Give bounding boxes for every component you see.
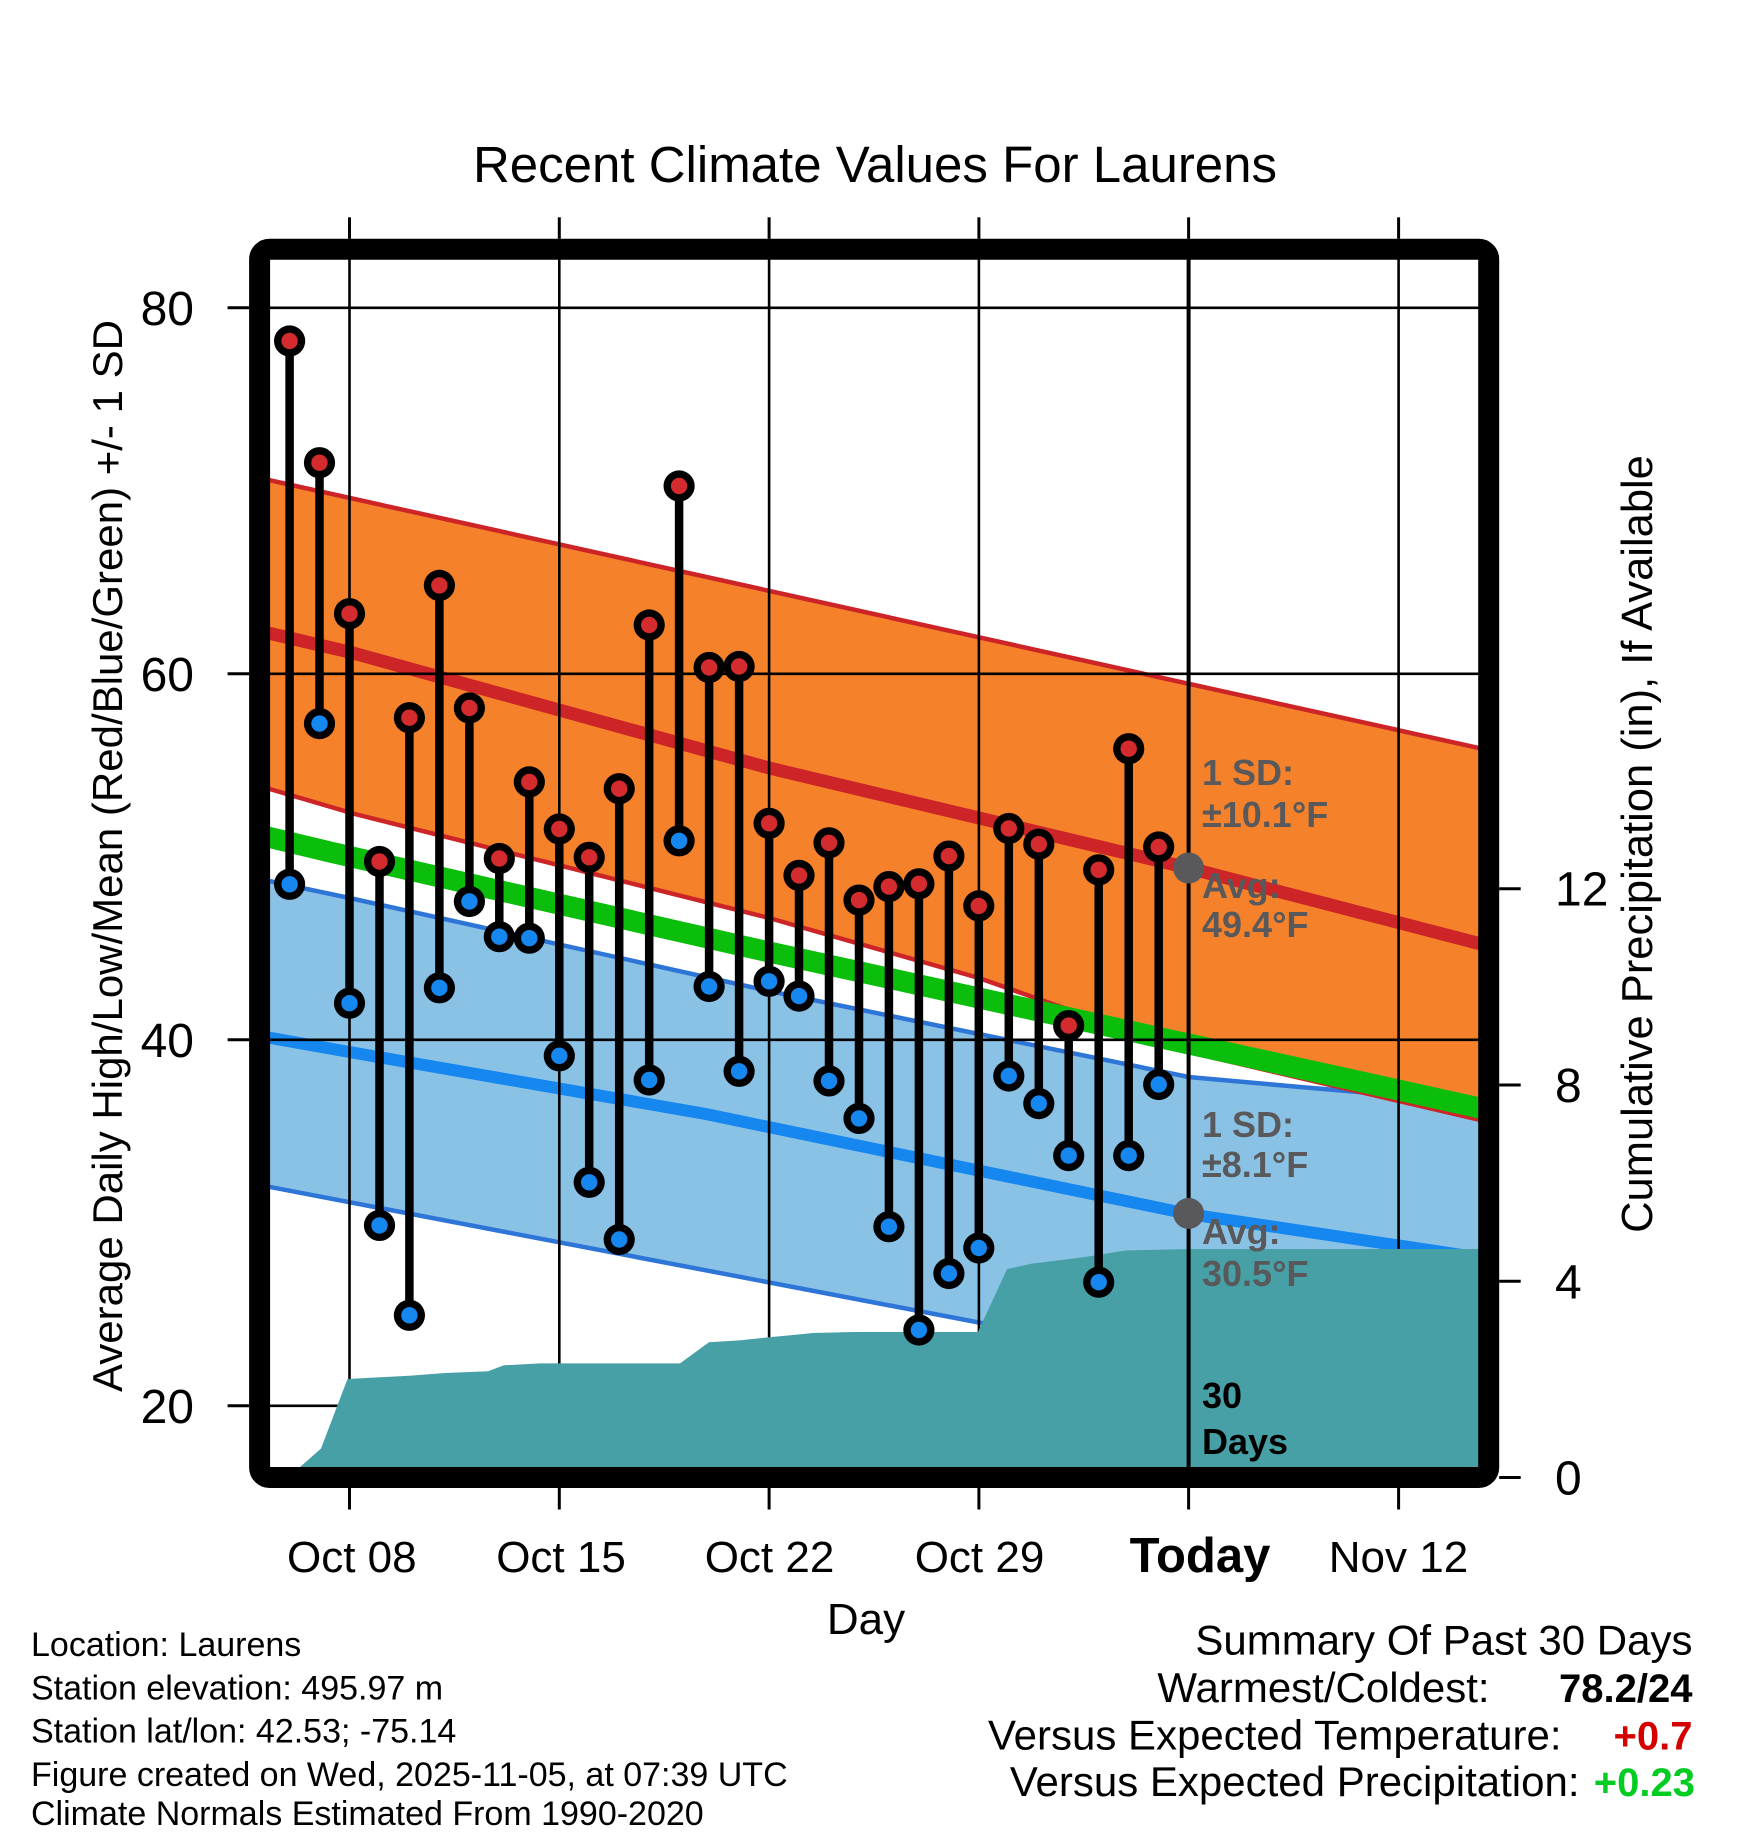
svg-text:Avg:: Avg: <box>1202 1211 1281 1252</box>
svg-text:Versus Expected Temperature:: Versus Expected Temperature: <box>988 1712 1562 1759</box>
svg-text:±8.1°F: ±8.1°F <box>1202 1144 1308 1185</box>
svg-text:Avg:: Avg: <box>1202 865 1281 906</box>
svg-text:Oct 15: Oct 15 <box>496 1533 626 1582</box>
svg-text:Oct 22: Oct 22 <box>705 1533 835 1582</box>
svg-text:Location: Laurens: Location: Laurens <box>31 1626 301 1664</box>
svg-text:Day: Day <box>827 1595 905 1644</box>
svg-text:78.2/24: 78.2/24 <box>1559 1667 1693 1711</box>
svg-text:Cumulative Precipitation (in),: Cumulative Precipitation (in), If Availa… <box>1614 455 1662 1233</box>
svg-text:4: 4 <box>1555 1256 1582 1309</box>
svg-text:1 SD:: 1 SD: <box>1202 1104 1294 1145</box>
svg-text:30: 30 <box>1202 1375 1242 1416</box>
svg-text:Versus Expected Precipitation:: Versus Expected Precipitation: <box>1010 1758 1580 1805</box>
svg-text:Warmest/Coldest:: Warmest/Coldest: <box>1157 1664 1489 1711</box>
svg-text:80: 80 <box>141 283 194 336</box>
svg-text:Days: Days <box>1202 1421 1288 1462</box>
svg-text:60: 60 <box>141 649 194 702</box>
svg-text:8: 8 <box>1555 1060 1582 1113</box>
svg-text:Oct 08: Oct 08 <box>287 1533 417 1582</box>
svg-text:Nov 12: Nov 12 <box>1329 1533 1468 1582</box>
svg-text:+0.23: +0.23 <box>1594 1761 1695 1805</box>
svg-text:Average Daily High/Low/Mean (R: Average Daily High/Low/Mean (Red/Blue/Gr… <box>84 320 131 1392</box>
svg-text:0: 0 <box>1555 1453 1582 1506</box>
svg-text:Station elevation: 495.97 m: Station elevation: 495.97 m <box>31 1670 443 1708</box>
svg-text:Summary Of Past 30 Days: Summary Of Past 30 Days <box>1195 1617 1692 1664</box>
svg-text:+0.7: +0.7 <box>1614 1715 1693 1759</box>
svg-text:30.5°F: 30.5°F <box>1202 1253 1308 1294</box>
svg-text:Station lat/lon: 42.53; -75.14: Station lat/lon: 42.53; -75.14 <box>31 1713 456 1751</box>
svg-text:±10.1°F: ±10.1°F <box>1202 794 1328 835</box>
svg-text:Climate Normals Estimated From: Climate Normals Estimated From 1990-2020 <box>31 1795 704 1828</box>
svg-text:Oct 29: Oct 29 <box>915 1533 1045 1582</box>
svg-text:12: 12 <box>1555 864 1608 917</box>
svg-text:1 SD:: 1 SD: <box>1202 752 1294 793</box>
svg-text:Recent Climate Values For Laur: Recent Climate Values For Laurens <box>473 136 1277 193</box>
svg-text:Figure created on Wed, 2025-11: Figure created on Wed, 2025-11-05, at 07… <box>31 1756 788 1794</box>
svg-text:20: 20 <box>141 1381 194 1434</box>
svg-text:40: 40 <box>141 1015 194 1068</box>
svg-text:49.4°F: 49.4°F <box>1202 904 1308 945</box>
svg-text:Today: Today <box>1130 1529 1271 1583</box>
